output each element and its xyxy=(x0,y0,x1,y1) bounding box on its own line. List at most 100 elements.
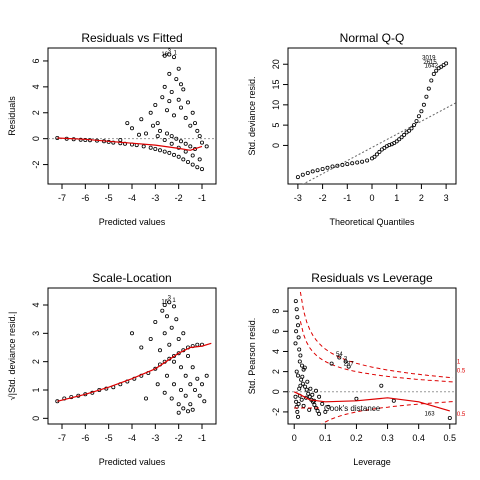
data-point xyxy=(171,152,176,157)
data-point xyxy=(150,123,155,128)
data-point xyxy=(304,387,309,392)
data-point xyxy=(195,376,200,381)
x-tick-label: -1 xyxy=(198,193,206,203)
cooks-distance-contour xyxy=(299,291,453,379)
plot-area xyxy=(55,300,212,415)
x-tick-label: 0.4 xyxy=(412,433,425,443)
data-point xyxy=(176,336,181,341)
data-point xyxy=(340,162,345,167)
point-label: 163 xyxy=(425,411,436,417)
data-point xyxy=(323,409,328,414)
y-tick-label: 10 xyxy=(271,100,281,110)
data-point xyxy=(199,167,204,172)
x-tick-label: -6 xyxy=(81,193,89,203)
data-point xyxy=(160,308,165,313)
y-tick-label: 6 xyxy=(31,58,41,63)
data-point xyxy=(299,397,304,402)
cooks-distance-contour xyxy=(321,401,453,424)
y-tick-label: 15 xyxy=(271,80,281,90)
y-tick-label: 6 xyxy=(271,329,281,334)
data-point xyxy=(183,373,188,378)
data-point xyxy=(298,383,303,388)
data-point xyxy=(174,136,179,141)
cooks-distance-contour xyxy=(299,321,453,383)
data-point xyxy=(178,387,183,392)
data-point xyxy=(176,154,181,159)
y-tick-label: 1 xyxy=(31,387,41,392)
data-point xyxy=(429,78,434,83)
x-tick-label: 3 xyxy=(444,193,449,203)
data-point xyxy=(379,383,384,388)
x-tick-label: -2 xyxy=(319,193,327,203)
data-point xyxy=(447,415,452,420)
x-tick-label: -1 xyxy=(343,193,351,203)
data-point xyxy=(183,393,188,398)
x-tick-label: -3 xyxy=(151,193,159,203)
data-point xyxy=(162,84,167,89)
data-point xyxy=(167,150,172,155)
data-point xyxy=(204,144,209,149)
x-tick-label: 0 xyxy=(292,433,297,443)
data-point xyxy=(305,170,310,175)
x-tick-label: -7 xyxy=(58,193,66,203)
data-point xyxy=(148,110,153,115)
data-point xyxy=(162,302,167,307)
data-point xyxy=(162,149,167,154)
data-point xyxy=(169,141,174,146)
data-point xyxy=(185,353,190,358)
x-tick-label: -1 xyxy=(198,433,206,443)
data-point xyxy=(162,137,167,142)
contour-label: 0.5 xyxy=(457,412,466,418)
chart-title: Normal Q-Q xyxy=(340,31,405,45)
point-label: 2615 xyxy=(423,60,437,66)
x-tick-label: -4 xyxy=(128,433,136,443)
plot-area xyxy=(288,291,456,424)
data-point xyxy=(143,131,148,136)
data-point xyxy=(125,121,130,126)
data-point xyxy=(346,364,351,369)
plot-area xyxy=(48,52,216,172)
point-label: 3 xyxy=(344,357,348,363)
data-point xyxy=(185,409,190,414)
data-point xyxy=(326,404,331,409)
data-point xyxy=(197,393,202,398)
data-point xyxy=(394,139,399,144)
x-tick-label: 0.2 xyxy=(350,433,363,443)
data-point xyxy=(129,126,134,131)
data-point xyxy=(153,366,158,371)
y-tick-label: 2 xyxy=(271,369,281,374)
data-point xyxy=(360,159,365,164)
data-point xyxy=(164,314,169,319)
data-point xyxy=(188,402,193,407)
data-point xyxy=(160,95,165,100)
data-point xyxy=(164,108,169,113)
y-tick-label: 0 xyxy=(31,416,41,421)
data-point xyxy=(294,329,299,334)
data-point xyxy=(320,166,325,171)
data-point xyxy=(195,342,200,347)
data-point xyxy=(190,365,195,370)
plot-frame xyxy=(47,47,217,185)
data-point xyxy=(167,71,172,76)
data-point xyxy=(169,90,174,95)
data-point xyxy=(199,140,204,145)
x-tick-label: 0.5 xyxy=(444,433,457,443)
data-point xyxy=(426,86,431,91)
data-point xyxy=(416,114,421,119)
data-point xyxy=(162,53,167,58)
y-tick-label: 5 xyxy=(271,123,281,128)
data-point xyxy=(157,348,162,353)
data-point xyxy=(199,382,204,387)
data-point xyxy=(329,361,334,366)
data-point xyxy=(164,131,169,136)
data-point xyxy=(143,396,148,401)
data-point xyxy=(444,61,449,66)
data-point xyxy=(167,99,172,104)
data-point xyxy=(317,411,322,416)
data-point xyxy=(307,394,312,399)
data-point xyxy=(295,323,300,328)
point-label: 16 xyxy=(161,300,168,306)
data-point xyxy=(299,363,304,368)
data-point xyxy=(181,87,186,92)
